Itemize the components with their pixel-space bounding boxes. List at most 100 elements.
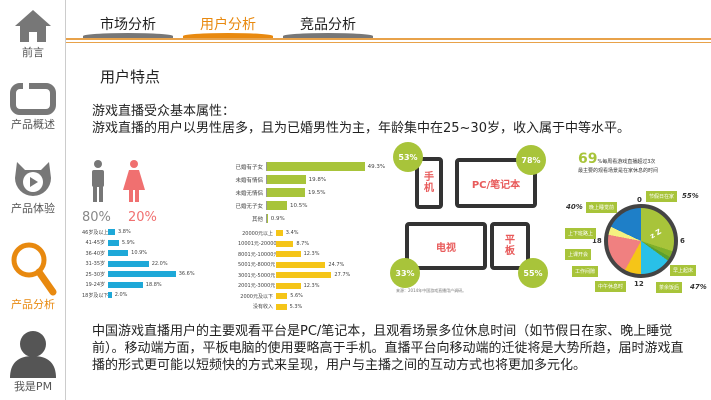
divider — [66, 42, 711, 43]
tv-device: 电视 — [405, 222, 487, 270]
bar — [108, 229, 116, 236]
scene-label: 中午休息时 — [595, 281, 627, 292]
bar — [266, 201, 287, 210]
scene-label: 上下班路上 — [565, 228, 597, 239]
bar-value: 49.3% — [367, 163, 386, 170]
stat-number: 69 — [578, 151, 598, 167]
sidebar-item-overview[interactable]: 产品概述 — [0, 82, 66, 132]
tab-label: 用户分析 — [200, 17, 256, 33]
marital-row: 已婚无子女 10.5% — [224, 199, 385, 212]
section-title: 用户特点 — [100, 68, 161, 86]
bar-label: 31-35岁 — [85, 261, 105, 268]
income-row: 20000元以上 3.4% — [238, 228, 350, 239]
sidebar-item-intro[interactable]: 前言 — [0, 8, 66, 60]
sidebar: 前言 产品概述 产品体验 产品分析 我是PM — [0, 0, 66, 400]
bar-value: 5.3% — [289, 303, 303, 310]
age-row: 18岁及以下 2.0% — [82, 290, 195, 301]
tablet-percent: 55% — [518, 258, 548, 288]
bar-value: 12.3% — [303, 251, 320, 258]
bar-label: 10001元-20000元 — [238, 241, 282, 248]
bar — [266, 162, 365, 171]
sidebar-item-label: 产品体验 — [11, 202, 55, 215]
bar-value: 10.5% — [290, 202, 308, 209]
bar-value: 19.5% — [308, 189, 326, 196]
intro-heading: 游戏直播受众基本属性： — [92, 104, 236, 119]
bar — [276, 303, 287, 310]
bar-value: 5.9% — [121, 239, 135, 246]
bar-label: 未婚无情侣 — [235, 190, 263, 197]
scene-label: 工作间隙 — [572, 266, 599, 277]
male-icon — [92, 160, 104, 202]
age-row: 25-30岁 36.6% — [82, 269, 195, 280]
search-icon — [11, 242, 57, 296]
bar-label: 19-24岁 — [85, 282, 105, 289]
bar — [108, 250, 129, 257]
scene-percent: 55% — [682, 192, 699, 200]
marital-row: 已婚有子女 49.3% — [224, 160, 385, 173]
bar-label: 25-30岁 — [85, 271, 105, 278]
bar-label: 其他 — [251, 216, 263, 223]
male-percent: 80% — [82, 210, 111, 225]
sidebar-item-label: 我是PM — [13, 380, 53, 393]
sidebar-item-label: 产品概述 — [11, 118, 55, 131]
bar — [276, 272, 332, 279]
divider — [66, 38, 711, 40]
bar-label: 36-40岁 — [85, 250, 105, 257]
bar-label: 5001元-8000元 — [238, 262, 276, 269]
female-icon — [123, 160, 145, 202]
marital-chart: 已婚有子女 49.3% 未婚有情侣 19.8% 未婚无情侣 19.5% 已婚无子女 10.5%… — [224, 160, 385, 225]
bar-value: 27.7% — [334, 272, 351, 279]
age-row: 31-35岁 22.0% — [82, 259, 195, 270]
tab-label: 市场分析 — [100, 17, 156, 33]
tab-bar: 市场分析 用户分析 竞品分析 — [66, 0, 711, 45]
tab-market-analysis[interactable]: 市场分析 — [83, 14, 173, 39]
bar-value: 22.0% — [151, 260, 168, 267]
tab-competitor-analysis[interactable]: 竞品分析 — [283, 14, 373, 39]
scene-label: 节假日在家 — [646, 191, 678, 202]
bar-value: 10.9% — [131, 250, 148, 257]
scene-label: 晚上睡觉前 — [586, 202, 618, 213]
tab-user-analysis[interactable]: 用户分析 — [183, 14, 273, 39]
clock-number: 18 — [592, 237, 602, 245]
weekly-stat: 69%每周看游戏直播超过3次 — [578, 148, 655, 167]
bar — [276, 293, 288, 300]
age-chart: 46岁及以上 3.8% 41-45岁 5.9% 36-40岁 10.9% 31-35岁 22.… — [82, 227, 195, 301]
source-note: 来源：2014年中国游戏直播用户调研。 — [396, 288, 467, 293]
intro: 游戏直播受众基本属性： 游戏直播的用户以男性居多，且为已婚男性为主，年龄集中在2… — [92, 103, 630, 137]
bar-value: 3.8% — [118, 229, 131, 236]
bar-label: 没有收入 — [252, 304, 273, 311]
bar — [108, 292, 112, 299]
bar — [276, 240, 294, 247]
bar — [108, 271, 176, 278]
scene-percent: 40% — [566, 203, 583, 211]
age-row: 36-40岁 10.9% — [82, 248, 195, 259]
scene-percent: 47% — [690, 283, 707, 291]
bar — [276, 261, 326, 268]
bar-label: 18岁及以下 — [82, 292, 109, 299]
bar-label: 8001元-10000元 — [238, 251, 279, 258]
sidebar-item-experience[interactable]: 产品体验 — [0, 158, 66, 216]
bar-value: 12.3% — [303, 282, 320, 289]
tv-percent: 33% — [390, 258, 420, 288]
sidebar-item-pm[interactable]: 我是PM — [0, 330, 66, 394]
pc-device: PC/笔记本 — [455, 158, 537, 208]
mascot-icon — [15, 162, 51, 196]
bar-label: 3001元-5000元 — [238, 272, 276, 279]
bar-value: 36.6% — [178, 271, 195, 278]
sidebar-item-analysis[interactable]: 产品分析 — [0, 240, 66, 312]
home-icon — [15, 10, 51, 42]
age-row: 19-24岁 18.8% — [82, 280, 195, 291]
income-row: 3001元-5000元 27.7% — [238, 270, 350, 281]
income-row: 2001元-3000元 12.3% — [238, 281, 350, 292]
age-row: 46岁及以上 3.8% — [82, 227, 195, 238]
clock-number: 12 — [634, 280, 644, 288]
bar-label: 20000元以上 — [242, 230, 273, 237]
pc-percent: 78% — [516, 145, 546, 175]
marital-row: 未婚无情侣 19.5% — [224, 186, 385, 199]
income-chart: 20000元以上 3.4% 10001元-20000元 8.7% 8001元-10000… — [238, 228, 350, 312]
tab-label: 竞品分析 — [300, 17, 356, 33]
bar-value: 24.7% — [328, 261, 345, 268]
scene-label: 早上起床 — [670, 265, 697, 276]
bar — [108, 260, 149, 267]
female-percent: 20% — [128, 210, 157, 225]
